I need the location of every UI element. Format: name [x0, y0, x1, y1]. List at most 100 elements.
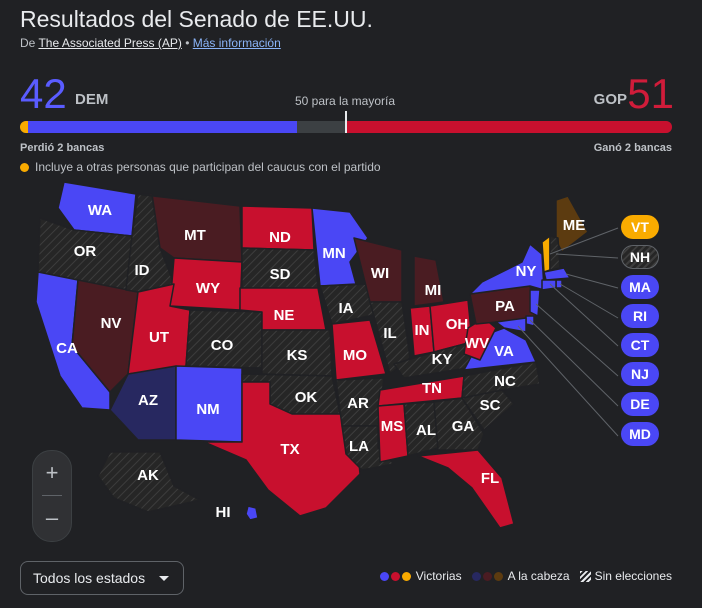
label-ar: AR: [347, 395, 369, 412]
label-oh: OH: [446, 316, 469, 333]
state-me[interactable]: [555, 195, 589, 253]
label-me: ME: [563, 217, 586, 234]
majority-label: 50 para la mayoría: [294, 94, 396, 108]
seat-progress-bar: [20, 121, 672, 133]
state-nc[interactable]: [461, 361, 541, 399]
label-az: AZ: [138, 392, 158, 409]
gop-bar-segment: [345, 121, 672, 133]
label-sc: SC: [480, 397, 501, 414]
label-wi: WI: [371, 265, 389, 282]
state-ma[interactable]: [543, 267, 571, 281]
pill-md[interactable]: MD: [621, 422, 659, 446]
chevron-down-icon: [159, 576, 169, 581]
legend-ind-won-dot: [401, 571, 411, 581]
label-ak: AK: [137, 467, 159, 484]
label-in: IN: [415, 322, 430, 339]
state-mo[interactable]: [331, 319, 387, 381]
label-ga: GA: [452, 418, 475, 435]
label-tx: TX: [280, 441, 299, 458]
state-hi[interactable]: [245, 505, 259, 521]
source-separator: •: [185, 36, 190, 50]
caucus-dot-icon: [20, 163, 29, 173]
state-tx[interactable]: [203, 381, 361, 517]
dem-seat-count: 42: [20, 70, 67, 117]
label-sd: SD: [270, 266, 291, 283]
legend-no-election-label: Sin elecciones: [594, 569, 672, 583]
state-ny[interactable]: [469, 243, 545, 295]
pill-ma[interactable]: MA: [621, 275, 659, 299]
label-fl: FL: [481, 470, 499, 487]
state-nh[interactable]: [549, 235, 561, 271]
state-fl[interactable]: [417, 449, 515, 529]
source-prefix: De: [20, 36, 36, 50]
state-md[interactable]: [495, 317, 527, 333]
label-ne: NE: [274, 307, 295, 324]
page-title: Resultados del Senado de EE.UU.: [20, 6, 373, 32]
pill-ct[interactable]: CT: [621, 333, 659, 357]
state-de[interactable]: [525, 315, 535, 327]
label-pa: PA: [495, 298, 515, 315]
legend-hatch-icon: [579, 570, 591, 582]
label-tn: TN: [422, 380, 442, 397]
label-ia: IA: [339, 300, 354, 317]
label-ms: MS: [381, 418, 404, 435]
label-co: CO: [211, 337, 234, 354]
legend-gop-leading-dot: [482, 571, 492, 581]
label-wv: WV: [465, 335, 489, 352]
label-id: ID: [135, 262, 150, 279]
label-ky: KY: [432, 351, 453, 368]
label-al: AL: [416, 422, 436, 439]
pill-de[interactable]: DE: [621, 392, 659, 416]
zoom-in-button[interactable]: +: [45, 460, 59, 485]
state-nj[interactable]: [529, 289, 541, 317]
source-link[interactable]: The Associated Press (AP): [38, 36, 182, 50]
independent-bar-segment: [20, 121, 28, 133]
label-va: VA: [494, 343, 514, 360]
pill-nh[interactable]: NH: [621, 245, 659, 269]
label-wa: WA: [88, 202, 112, 219]
us-senate-map: WA OR CA NV ID MT WY UT CO AZ NM ND SD N…: [35, 181, 619, 529]
state-il[interactable]: [369, 301, 411, 375]
state-vt[interactable]: [541, 235, 551, 273]
legend-ind-leading-dot: [493, 571, 503, 581]
state-ga[interactable]: [433, 397, 485, 451]
state-mi[interactable]: [413, 255, 445, 307]
label-ca: CA: [56, 340, 78, 357]
zoom-control: + –: [32, 450, 72, 542]
more-info-link[interactable]: Más información: [192, 36, 281, 50]
dem-seat-change: Perdió 2 bancas: [20, 142, 105, 154]
state-az[interactable]: [109, 365, 177, 441]
gop-seat-change: Ganó 2 bancas: [593, 142, 672, 154]
label-il: IL: [383, 325, 396, 342]
state-ct[interactable]: [541, 279, 557, 291]
legend-leading-label: A la cabeza: [507, 569, 570, 583]
label-hi: HI: [216, 504, 231, 521]
leader-lines: [517, 227, 619, 437]
state-filter-dropdown[interactable]: Todos los estados: [20, 561, 184, 595]
legend-won-label: Victorias: [415, 569, 462, 583]
legend-dem-leading-dot: [471, 571, 481, 581]
caucus-note-text: Incluye a otras personas que participan …: [35, 160, 381, 174]
legend-gop-won-dot: [390, 571, 400, 581]
label-mt: MT: [184, 227, 206, 244]
label-mo: MO: [343, 347, 367, 364]
map-legend: Victorias A la cabeza Sin elecciones: [379, 569, 672, 583]
dem-party-label: DEM: [75, 91, 109, 108]
zoom-out-button[interactable]: –: [45, 505, 59, 530]
label-ks: KS: [287, 347, 308, 364]
pill-nj[interactable]: NJ: [621, 362, 659, 386]
pill-vt[interactable]: VT: [621, 215, 659, 239]
label-nm: NM: [196, 401, 219, 418]
label-nc: NC: [494, 373, 516, 390]
state-filter-value: Todos los estados: [33, 570, 146, 586]
label-wy: WY: [196, 280, 220, 297]
label-nd: ND: [269, 229, 291, 246]
label-mn: MN: [322, 245, 345, 262]
pill-ri[interactable]: RI: [621, 304, 659, 328]
label-ny: NY: [516, 263, 537, 280]
state-ri[interactable]: [555, 279, 563, 289]
legend-dem-won-dot: [379, 571, 389, 581]
label-ut: UT: [149, 329, 169, 346]
caucus-note: Incluye a otras personas que participan …: [20, 160, 381, 174]
state-ak[interactable]: [97, 451, 201, 513]
